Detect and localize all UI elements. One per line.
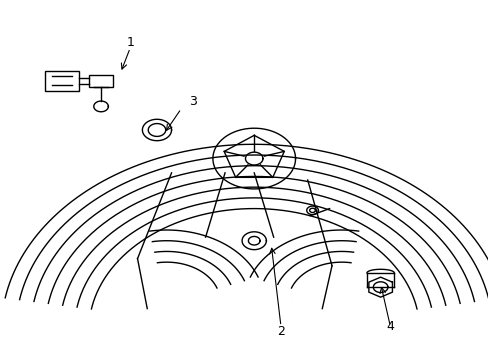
Text: 2: 2: [277, 325, 285, 338]
Text: 1: 1: [126, 36, 134, 49]
Text: 4: 4: [386, 320, 393, 333]
Text: 3: 3: [189, 95, 197, 108]
